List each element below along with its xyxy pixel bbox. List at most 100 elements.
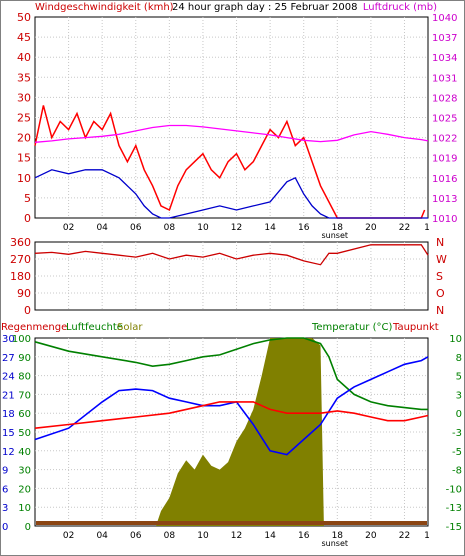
panel3-humidity-axis-ticks: 0 10 20 30 40 50 60 70 80 90 100 (12, 334, 31, 533)
wind-tick-label: 5 (24, 192, 31, 205)
panel1-x-tick-label: 22 (399, 223, 410, 233)
temperature-tick-label: -10 (446, 484, 462, 495)
wind-tick-label: 10 (17, 172, 31, 185)
pressure-tick-label: 1025 (432, 114, 457, 125)
graph-title: 24 hour graph day : 25 Februar 2008 (172, 2, 357, 13)
wind-tick-label: 35 (17, 71, 31, 84)
rain-tick-label: 30 (2, 334, 15, 345)
compass-label: O (436, 287, 445, 300)
rain-bar (36, 521, 427, 525)
panel1-plot-area (34, 16, 429, 219)
panel1-x-tick-label: 14 (264, 223, 276, 233)
panel3-x-tick-label: 18 (332, 531, 344, 541)
humidity-tick-label: 50 (18, 428, 31, 439)
panel1-grid (35, 17, 428, 218)
panel1-right-axis-ticks: 1010 1013 1016 1019 1022 1025 1028 1031 1034 1037… (432, 13, 457, 225)
compass-label: W (436, 253, 447, 266)
panel1-end-tick-label: 1 (424, 223, 430, 233)
rain-tick-label: 0 (2, 522, 8, 533)
temperature-axis-label: Temperatur (°C) (311, 322, 392, 333)
temperature-tick-label: -15 (446, 522, 462, 533)
humidity-tick-label: 20 (18, 484, 31, 495)
rain-tick-label: 21 (2, 390, 15, 401)
humidity-tick-label: 70 (18, 390, 31, 401)
compass-label: S (436, 270, 443, 283)
panel3-x-tick-label: 12 (231, 531, 242, 541)
wind-tick-label: 40 (17, 51, 31, 64)
wind-tick-label: 0 (24, 212, 31, 225)
panel1-sunset-label: sunset (322, 231, 349, 240)
wind-tick-label: 25 (17, 112, 31, 125)
direction-tick-label: 180 (10, 270, 31, 283)
panel2-left-axis-ticks: 0 90 180 270 360 (10, 236, 31, 317)
humidity-tick-label: 90 (18, 353, 31, 364)
pressure-tick-label: 1037 (432, 33, 457, 44)
panel1-x-tick-labels: 02 04 06 08 10 12 14 16 18 20 22 sunset 1 (63, 223, 430, 240)
compass-label: N (436, 304, 444, 317)
rain-axis-label: Regenmenge (1, 322, 67, 333)
temperature-tick-label: 0 (456, 409, 462, 420)
humidity-tick-label: 80 (18, 372, 31, 383)
temperature-tick-label: -5 (452, 447, 462, 458)
panel1-x-tick-label: 20 (365, 223, 377, 233)
panel3-x-tick-label: 22 (399, 531, 410, 541)
panel3-temperature-axis-ticks: -15 -13 -10 -8 -5 -3 0 3 5 8 10 (446, 334, 462, 533)
panel1-x-tick-label: 16 (298, 223, 310, 233)
humidity-tick-label: 0 (25, 522, 31, 533)
pressure-tick-label: 1016 (432, 174, 457, 185)
panel-wind-pressure: Windgeschwindigkeit (kmh) 24 hour graph … (17, 2, 457, 240)
temperature-tick-label: 3 (456, 390, 462, 401)
temperature-tick-label: 10 (449, 334, 462, 345)
panel3-x-tick-label: 08 (164, 531, 176, 541)
wind-tick-label: 50 (17, 11, 31, 24)
pressure-tick-label: 1040 (432, 13, 457, 24)
humidity-axis-label: Luftfeuchte (66, 322, 123, 333)
solar-area (35, 338, 428, 526)
panel3-series (34, 337, 429, 526)
direction-tick-label: 270 (10, 253, 31, 266)
gust-line (34, 105, 426, 219)
panel3-x-tick-label: 20 (365, 531, 377, 541)
pressure-tick-label: 1031 (432, 73, 457, 84)
panel1-x-tick-label: 02 (63, 223, 74, 233)
wind-tick-label: 30 (17, 91, 31, 104)
temperature-line (34, 356, 429, 456)
panel3-x-tick-label: 06 (130, 531, 142, 541)
panel3-rain-axis-ticks: 0 3 6 9 12 15 18 21 24 27 30 (2, 334, 15, 533)
rain-tick-label: 12 (2, 447, 15, 458)
panel3-x-tick-label: 14 (264, 531, 276, 541)
pressure-tick-label: 1034 (432, 53, 457, 64)
panel1-left-axis-ticks: 0 5 10 15 20 25 30 35 40 45 50 (17, 11, 31, 225)
dewpoint-line (34, 401, 429, 429)
panel3-x-tick-label: 02 (63, 531, 74, 541)
panel3-x-tick-labels: 02 04 06 08 10 12 14 16 18 20 22 sunset 1 (63, 531, 430, 548)
rain-tick-label: 3 (2, 503, 8, 514)
rain-tick-label: 27 (2, 353, 15, 364)
panel1-x-tick-label: 12 (231, 223, 242, 233)
direction-tick-label: 360 (10, 236, 31, 249)
panel-climate: Regenmenge Luftfeuchte Solar Temperatur … (1, 322, 462, 548)
pressure-axis-label: Luftdruck (mb) (363, 2, 437, 13)
panel3-x-tick-label: 04 (96, 531, 108, 541)
panel1-x-tick-label: 08 (164, 223, 176, 233)
rain-tick-label: 18 (2, 409, 15, 420)
temperature-tick-label: -8 (452, 466, 462, 477)
rain-tick-label: 24 (2, 372, 15, 383)
humidity-tick-label: 30 (18, 466, 31, 477)
pressure-tick-label: 1019 (432, 154, 457, 165)
pressure-line (34, 124, 429, 143)
temperature-tick-label: -3 (452, 428, 462, 439)
pressure-tick-label: 1010 (432, 214, 457, 225)
wind-line (34, 169, 428, 219)
compass-label: N (436, 236, 444, 249)
temperature-tick-label: 8 (456, 353, 462, 364)
panel2-series (34, 244, 429, 266)
direction-tick-label: 90 (17, 287, 31, 300)
panel3-end-tick-label: 1 (424, 531, 430, 541)
panel1-x-tick-label: 18 (332, 223, 344, 233)
humidity-tick-label: 10 (18, 503, 31, 514)
dewpoint-axis-label: Taupunkt (392, 322, 439, 333)
